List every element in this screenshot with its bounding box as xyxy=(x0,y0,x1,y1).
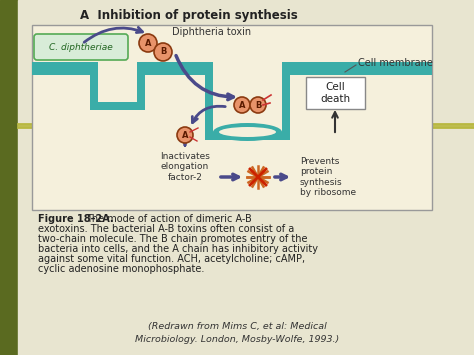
Ellipse shape xyxy=(219,127,276,137)
FancyBboxPatch shape xyxy=(34,34,128,60)
Bar xyxy=(205,62,290,140)
Text: A: A xyxy=(239,100,245,109)
Text: The mode of action of dimeric A-B: The mode of action of dimeric A-B xyxy=(86,214,252,224)
Circle shape xyxy=(154,43,172,61)
Bar xyxy=(32,25,432,210)
Text: A  Inhibition of protein synthesis: A Inhibition of protein synthesis xyxy=(80,9,298,22)
Text: (Redrawn from Mims C, et al: Medical
Microbiology. London, Mosby-Wolfe, 1993.): (Redrawn from Mims C, et al: Medical Mic… xyxy=(135,322,339,344)
Text: Cell
death: Cell death xyxy=(320,82,350,104)
Circle shape xyxy=(139,34,157,52)
Text: cyclic adenosine monophosphate.: cyclic adenosine monophosphate. xyxy=(38,264,204,274)
Bar xyxy=(32,62,432,75)
Text: bacteria into cells, and the A chain has inhibitory activity: bacteria into cells, and the A chain has… xyxy=(38,244,318,254)
Bar xyxy=(90,62,145,110)
Text: B: B xyxy=(160,48,166,56)
FancyBboxPatch shape xyxy=(306,77,365,109)
Text: Inactivates
elongation
factor-2: Inactivates elongation factor-2 xyxy=(160,152,210,182)
Text: against some vital function. ACH, acetylcholine; cAMP,: against some vital function. ACH, acetyl… xyxy=(38,254,305,264)
Circle shape xyxy=(177,127,193,143)
Text: Prevents
protein
synthesis
by ribosome: Prevents protein synthesis by ribosome xyxy=(300,157,356,197)
Text: two-chain molecule. The B chain promotes entry of the: two-chain molecule. The B chain promotes… xyxy=(38,234,308,244)
Text: A: A xyxy=(182,131,188,140)
Text: exotoxins. The bacterial A-B toxins often consist of a: exotoxins. The bacterial A-B toxins ofte… xyxy=(38,224,294,234)
Text: C. diphtheriae: C. diphtheriae xyxy=(49,43,113,51)
Bar xyxy=(98,54,137,102)
Ellipse shape xyxy=(213,123,282,141)
Text: A: A xyxy=(145,38,151,48)
Bar xyxy=(0,0,18,355)
Text: Figure 18–2A.: Figure 18–2A. xyxy=(38,214,114,224)
Circle shape xyxy=(250,97,266,113)
Bar xyxy=(213,54,282,132)
Circle shape xyxy=(234,97,250,113)
Text: Cell membrane: Cell membrane xyxy=(358,58,433,68)
Text: B: B xyxy=(255,100,261,109)
Text: Diphtheria toxin: Diphtheria toxin xyxy=(172,27,251,37)
